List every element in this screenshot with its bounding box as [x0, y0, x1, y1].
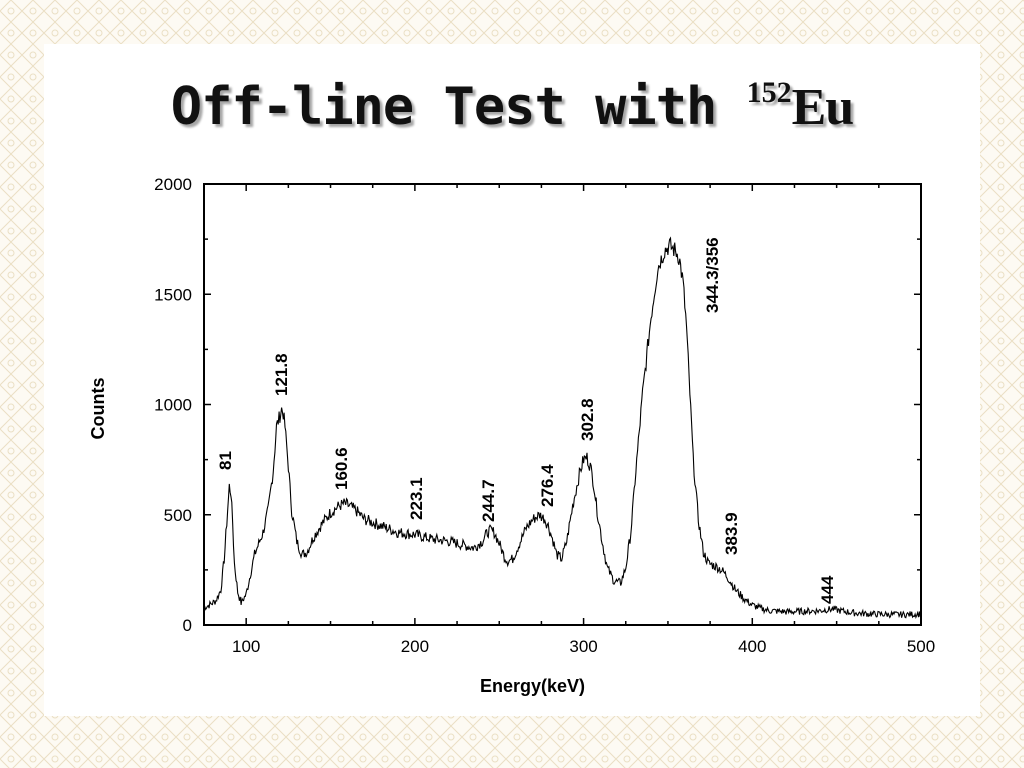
- peak-label: 81: [216, 451, 235, 470]
- peak-label: 244.7: [479, 479, 498, 522]
- y-tick-label: 500: [164, 506, 192, 525]
- peak-label: 383.9: [722, 512, 741, 555]
- title-main-text: Off-line Test with: [170, 77, 747, 137]
- title-superscript: 152: [746, 76, 792, 109]
- spectrum-line: [203, 236, 922, 620]
- slide-title: Off-line Test with 152Eu: [0, 76, 1024, 137]
- x-tick-label: 100: [232, 637, 260, 656]
- peak-label: 344.3/356: [703, 237, 722, 313]
- y-tick-label: 1000: [154, 396, 192, 415]
- peak-label: 160.6: [332, 447, 351, 490]
- peak-label: 121.8: [272, 353, 291, 396]
- peak-label: 223.1: [407, 477, 426, 520]
- y-axis-label: Counts: [88, 378, 108, 440]
- peak-label: 444: [818, 575, 837, 604]
- x-axis-label: Energy(keV): [480, 676, 585, 696]
- slide-content-area: [44, 44, 980, 716]
- peak-label: 276.4: [538, 464, 557, 507]
- x-tick-label: 400: [738, 637, 766, 656]
- peak-label: 302.8: [578, 398, 597, 441]
- title-element-text: Eu: [791, 79, 855, 136]
- x-tick-label: 500: [907, 637, 935, 656]
- x-tick-label: 200: [401, 637, 429, 656]
- y-tick-label: 0: [183, 616, 192, 635]
- y-tick-label: 2000: [154, 175, 192, 194]
- x-tick-label: 300: [569, 637, 597, 656]
- y-tick-label: 1500: [154, 285, 192, 304]
